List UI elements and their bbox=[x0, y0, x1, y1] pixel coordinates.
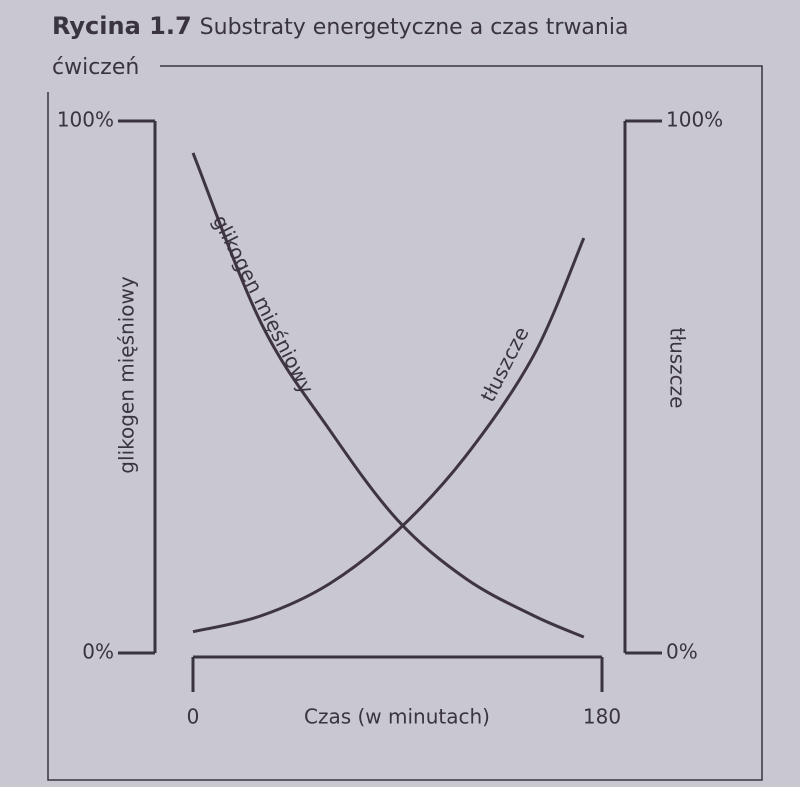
y-axis-label: glikogen mięśniowy bbox=[115, 276, 139, 474]
chart-title: Substraty energetyczne a czas trwania ćw… bbox=[52, 15, 629, 80]
y-tick-label: 0% bbox=[82, 640, 114, 664]
figure-label: Rycina 1.7 bbox=[52, 12, 192, 40]
x-tick-label: 0 bbox=[187, 705, 200, 729]
y2-tick-label: 0% bbox=[666, 640, 698, 664]
x-axis-label: Czas (w minutach) bbox=[304, 705, 490, 729]
x-tick-label: 180 bbox=[583, 705, 621, 729]
figure-heading: Rycina 1.7 Substraty energetyczne a czas … bbox=[52, 6, 692, 88]
y-tick-label: 100% bbox=[57, 108, 114, 132]
series-line bbox=[191, 152, 585, 639]
series-line bbox=[192, 237, 586, 634]
frame bbox=[47, 65, 763, 781]
series-label: glikogen mięśniowy bbox=[208, 211, 319, 398]
y2-tick-label: 100% bbox=[666, 108, 723, 132]
series-label: tłuszcze bbox=[476, 323, 534, 406]
y2-axis-label: tłuszcze bbox=[666, 328, 690, 409]
